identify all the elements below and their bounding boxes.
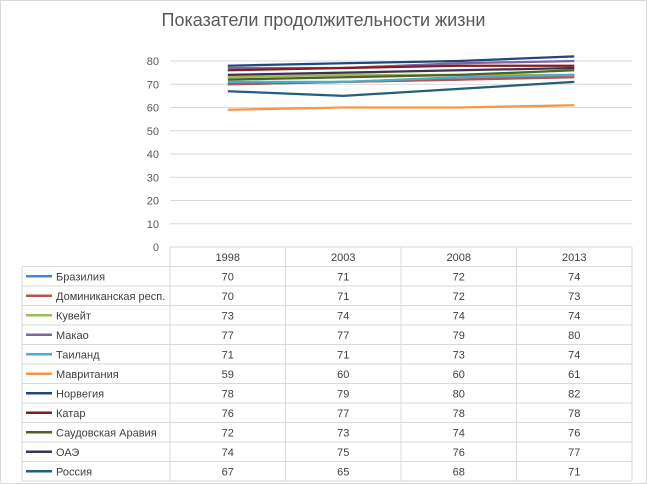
data-label: 74 xyxy=(568,271,580,283)
legend-label: Катар xyxy=(56,408,85,420)
data-label: 79 xyxy=(453,330,465,342)
series-line xyxy=(227,59,575,70)
data-label: 61 xyxy=(568,369,580,381)
data-label: 74 xyxy=(453,310,465,322)
data-label: 80 xyxy=(453,388,465,400)
data-label: 71 xyxy=(337,271,349,283)
y-tick-label: 10 xyxy=(147,219,159,231)
data-label: 68 xyxy=(453,466,465,478)
data-label: 78 xyxy=(222,388,234,400)
series-line xyxy=(227,80,575,98)
data-label: 73 xyxy=(222,310,234,322)
data-label: 71 xyxy=(337,349,349,361)
legend-label: Макао xyxy=(56,330,89,342)
data-label: 65 xyxy=(337,466,349,478)
legend-label: Россия xyxy=(56,466,92,478)
series-line xyxy=(227,76,575,86)
y-tick-label: 50 xyxy=(147,126,159,138)
legend-label: Мавритания xyxy=(56,369,119,381)
data-label: 79 xyxy=(337,388,349,400)
data-label: 73 xyxy=(337,427,349,439)
data-label: 71 xyxy=(568,466,580,478)
y-tick-label: 60 xyxy=(147,103,159,115)
data-label: 67 xyxy=(222,466,234,478)
data-label: 76 xyxy=(453,447,465,459)
data-label: 77 xyxy=(337,408,349,420)
data-label: 77 xyxy=(222,330,234,342)
legend-label: Таиланд xyxy=(56,349,100,361)
data-label: 74 xyxy=(568,310,580,322)
data-label: 77 xyxy=(568,447,580,459)
legend-label: ОАЭ xyxy=(56,447,79,459)
legend-label: Бразилия xyxy=(56,271,105,283)
data-label: 74 xyxy=(568,349,580,361)
data-label: 76 xyxy=(568,427,580,439)
legend-label: Кувейт xyxy=(56,310,91,322)
data-label: 78 xyxy=(453,408,465,420)
chart-title: Показатели продолжительности жизни xyxy=(161,10,486,30)
series-line xyxy=(227,66,575,77)
legend-label: Норвегия xyxy=(56,388,104,400)
x-category-label: 2013 xyxy=(562,252,586,264)
data-label: 70 xyxy=(222,271,234,283)
y-tick-label: 0 xyxy=(153,242,159,254)
y-tick-label: 40 xyxy=(147,149,159,161)
data-label: 82 xyxy=(568,388,580,400)
x-category-label: 2008 xyxy=(447,252,471,264)
series-line xyxy=(227,73,575,79)
y-tick-label: 80 xyxy=(147,56,159,68)
data-label: 80 xyxy=(568,330,580,342)
data-label: 72 xyxy=(453,271,465,283)
data-label: 74 xyxy=(337,310,349,322)
x-category-label: 2003 xyxy=(331,252,355,264)
data-label: 72 xyxy=(222,427,234,439)
data-label: 75 xyxy=(337,447,349,459)
data-label: 78 xyxy=(568,408,580,420)
data-label: 73 xyxy=(453,349,465,361)
data-label: 72 xyxy=(453,291,465,303)
data-label: 60 xyxy=(337,369,349,381)
series-line xyxy=(227,64,575,72)
data-label: 73 xyxy=(568,291,580,303)
data-label: 60 xyxy=(453,369,465,381)
series-line xyxy=(227,55,575,67)
series-line xyxy=(227,73,575,84)
data-label: 70 xyxy=(222,291,234,303)
legend-label: Саудовская Аравия xyxy=(56,427,157,439)
data-label: 77 xyxy=(337,330,349,342)
data-label: 71 xyxy=(222,349,234,361)
data-label: 74 xyxy=(453,427,465,439)
data-label: 71 xyxy=(337,291,349,303)
series-line xyxy=(227,69,575,81)
data-label: 74 xyxy=(222,447,234,459)
data-label: 76 xyxy=(222,408,234,420)
y-tick-label: 70 xyxy=(147,79,159,91)
x-category-label: 1998 xyxy=(216,252,240,264)
y-tick-label: 30 xyxy=(147,172,159,184)
legend-label: Доминиканская респ. xyxy=(56,291,165,303)
data-label: 59 xyxy=(222,369,234,381)
y-tick-label: 20 xyxy=(147,196,159,208)
series-line xyxy=(227,104,575,111)
